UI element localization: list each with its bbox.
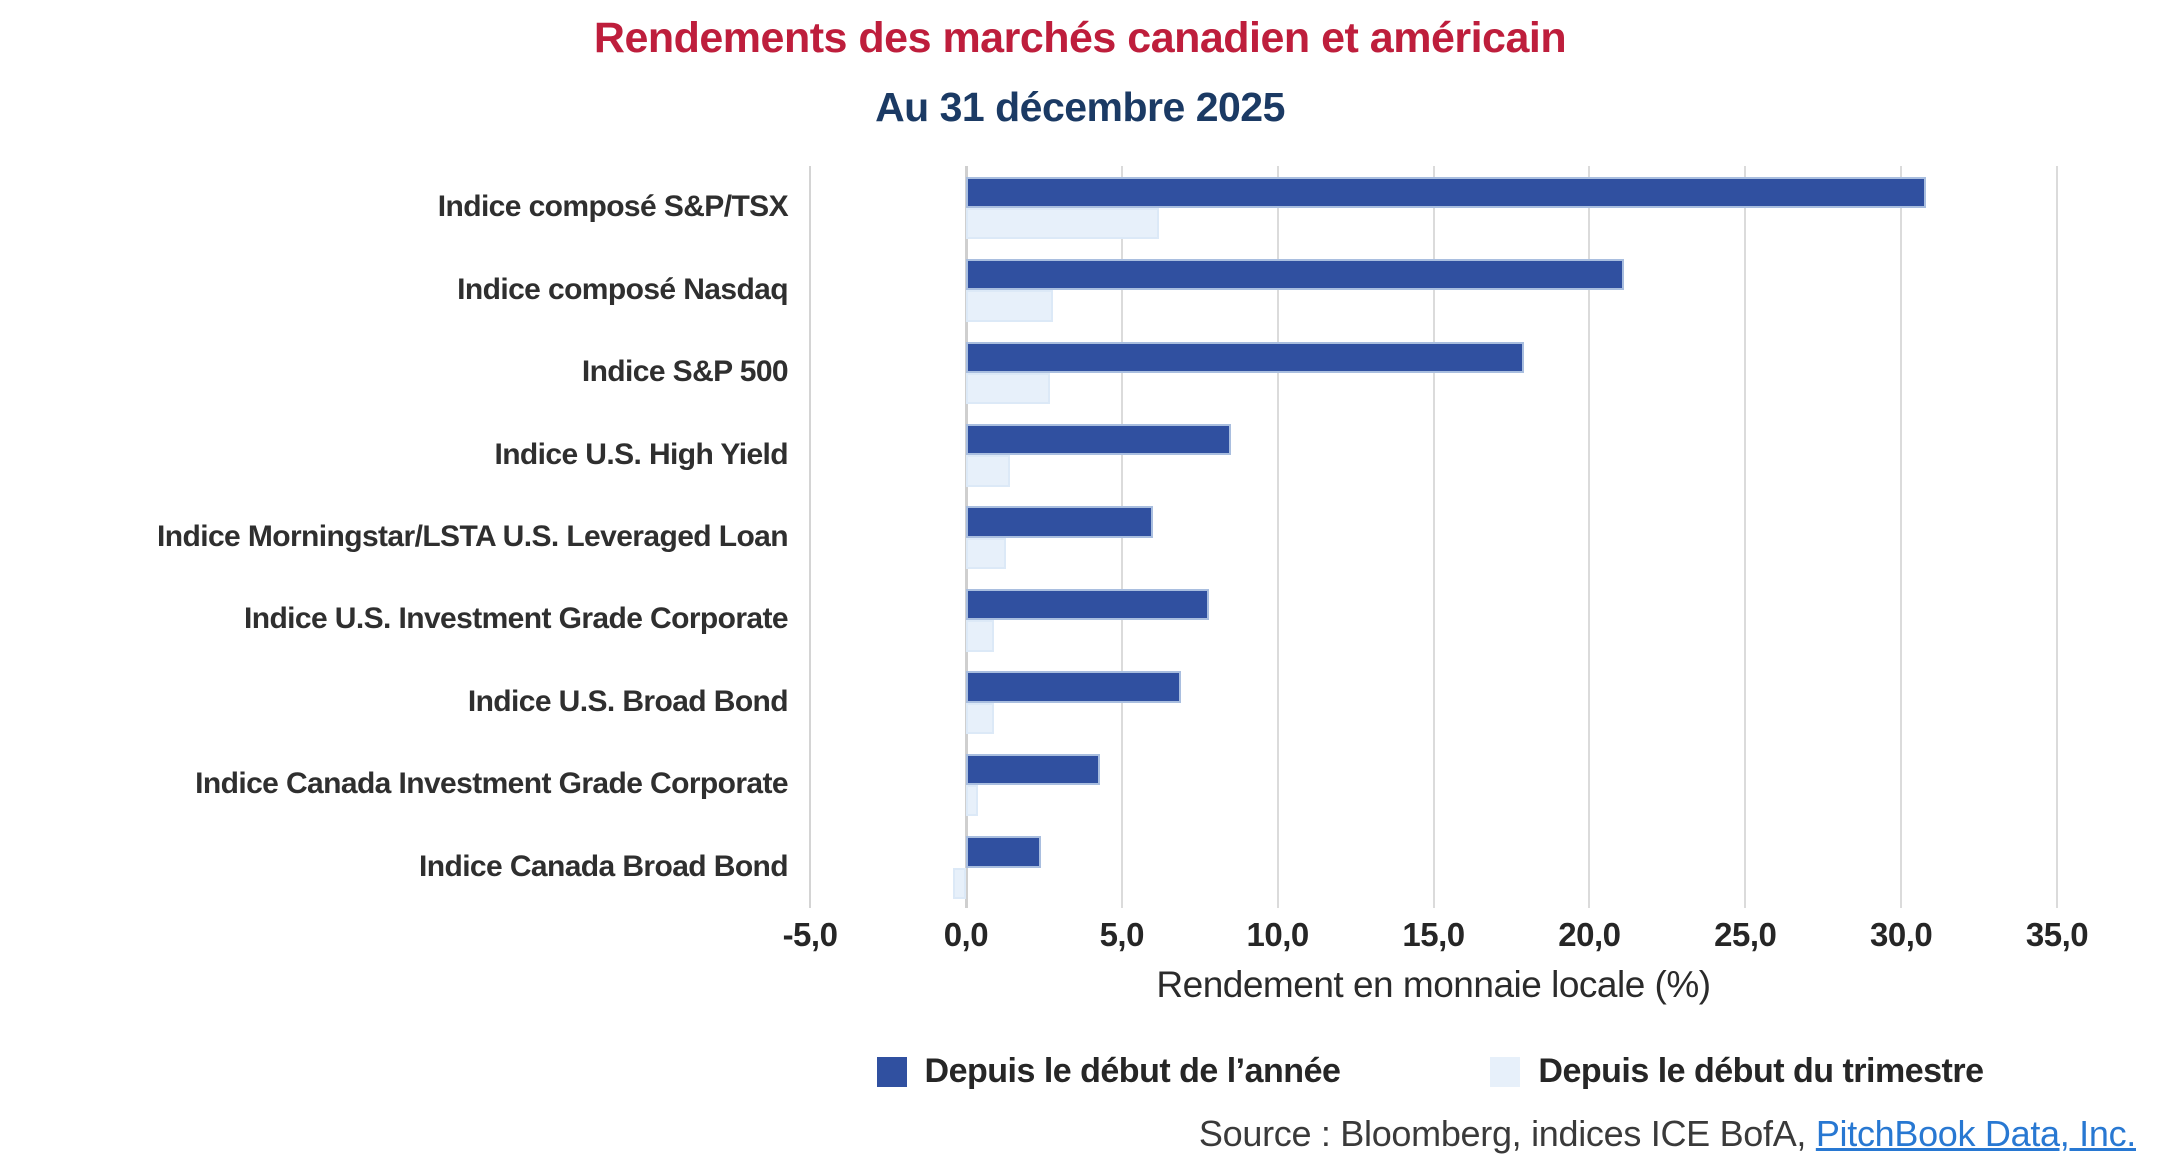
- qtd-bar: [965, 702, 994, 734]
- ytd-bar: [965, 588, 1210, 621]
- qtd-bar: [953, 867, 966, 899]
- source-prefix: Source : Bloomberg, indices ICE BofA,: [1198, 1113, 1816, 1154]
- ytd-bar: [965, 176, 1927, 209]
- x-tick-label: -5,0: [782, 916, 838, 953]
- gridline: [1744, 166, 1747, 908]
- legend-item-ytd: Depuis le début de l’année: [876, 1052, 1341, 1091]
- bar-row: [810, 743, 2057, 825]
- category-axis: Indice composé S&P/TSX Indice composé Nas…: [0, 166, 810, 908]
- source-text: Source : Bloomberg, indices ICE BofA, Pi…: [1199, 1113, 2136, 1155]
- qtd-bar: [965, 208, 1160, 240]
- chart-area: Indice composé S&P/TSX Indice composé Nas…: [0, 166, 2160, 908]
- category-label: Indice S&P 500: [581, 355, 789, 389]
- gridline: [1276, 166, 1279, 908]
- bar-row: [810, 826, 2057, 908]
- bar-row: [810, 331, 2057, 413]
- category-label: Indice Canada Investment Grade Corporate: [195, 767, 788, 801]
- legend-label-ytd: Depuis le début de l’année: [924, 1052, 1341, 1090]
- plot-area: [809, 166, 2058, 908]
- bar-row: [810, 166, 2057, 248]
- gridline: [1432, 166, 1435, 908]
- x-tick-label: 20,0: [1558, 916, 1621, 953]
- category-label: Indice U.S. High Yield: [494, 437, 788, 471]
- x-tick-label: 35,0: [2025, 916, 2089, 953]
- ytd-bar: [965, 671, 1181, 703]
- category-label: Indice Canada Broad Bond: [419, 849, 789, 883]
- x-tick-label: 15,0: [1402, 916, 1465, 953]
- x-axis-title: Rendement en monnaie locale (%): [1156, 964, 1711, 1005]
- ytd-bar: [965, 506, 1153, 538]
- x-tick-label: 5,0: [1099, 916, 1145, 953]
- category-label: Indice composé Nasdaq: [457, 272, 788, 306]
- category-label: Indice Morningstar/LSTA U.S. Leveraged L…: [157, 519, 789, 553]
- category-label: Indice U.S. Broad Bond: [467, 684, 789, 718]
- category-label: Indice U.S. Investment Grade Corporate: [243, 602, 789, 636]
- ytd-bar: [965, 424, 1231, 456]
- x-tick-label: 25,0: [1714, 916, 1777, 953]
- gridline: [1588, 166, 1591, 908]
- gridline: [2056, 166, 2058, 908]
- legend-swatch-qtd: [1490, 1056, 1521, 1087]
- x-tick-label: 30,0: [1870, 916, 1933, 953]
- legend: Depuis le début de l’année Depuis le déb…: [760, 1052, 2100, 1091]
- qtd-bar: [965, 620, 994, 652]
- qtd-bar: [965, 785, 979, 817]
- bar-row: [810, 496, 2057, 578]
- x-tick-label: 0,0: [943, 916, 989, 953]
- gridline: [809, 166, 811, 908]
- ytd-bar: [965, 753, 1100, 786]
- source-link[interactable]: PitchBook Data, Inc.: [1815, 1113, 2136, 1154]
- ytd-bar: [965, 836, 1041, 868]
- qtd-bar: [965, 455, 1010, 487]
- qtd-bar: [965, 537, 1007, 570]
- x-tick-label: 10,0: [1246, 916, 1310, 953]
- x-axis-ticks: -5,0 0,0 5,0 10,0 15,0 20,0 25,0 30,0 35,0: [783, 916, 2089, 958]
- qtd-bar: [965, 372, 1051, 405]
- ytd-bar: [965, 259, 1624, 291]
- bar-row: [810, 661, 2057, 743]
- legend-item-qtd: Depuis le début du trimestre: [1490, 1052, 1984, 1091]
- ytd-bar: [965, 341, 1524, 373]
- bar-row: [810, 248, 2057, 330]
- category-label: Indice composé S&P/TSX: [437, 190, 789, 224]
- qtd-bar: [965, 290, 1054, 322]
- chart-subtitle: Au 31 décembre 2025: [875, 84, 1285, 130]
- legend-label-qtd: Depuis le début du trimestre: [1538, 1052, 1984, 1090]
- chart-title: Rendements des marchés canadien et améri…: [593, 14, 1567, 62]
- bar-rows: [810, 166, 2057, 908]
- legend-swatch-ytd: [876, 1056, 907, 1087]
- bar-row: [810, 413, 2057, 495]
- bar-row: [810, 578, 2057, 660]
- gridline: [1900, 166, 1903, 908]
